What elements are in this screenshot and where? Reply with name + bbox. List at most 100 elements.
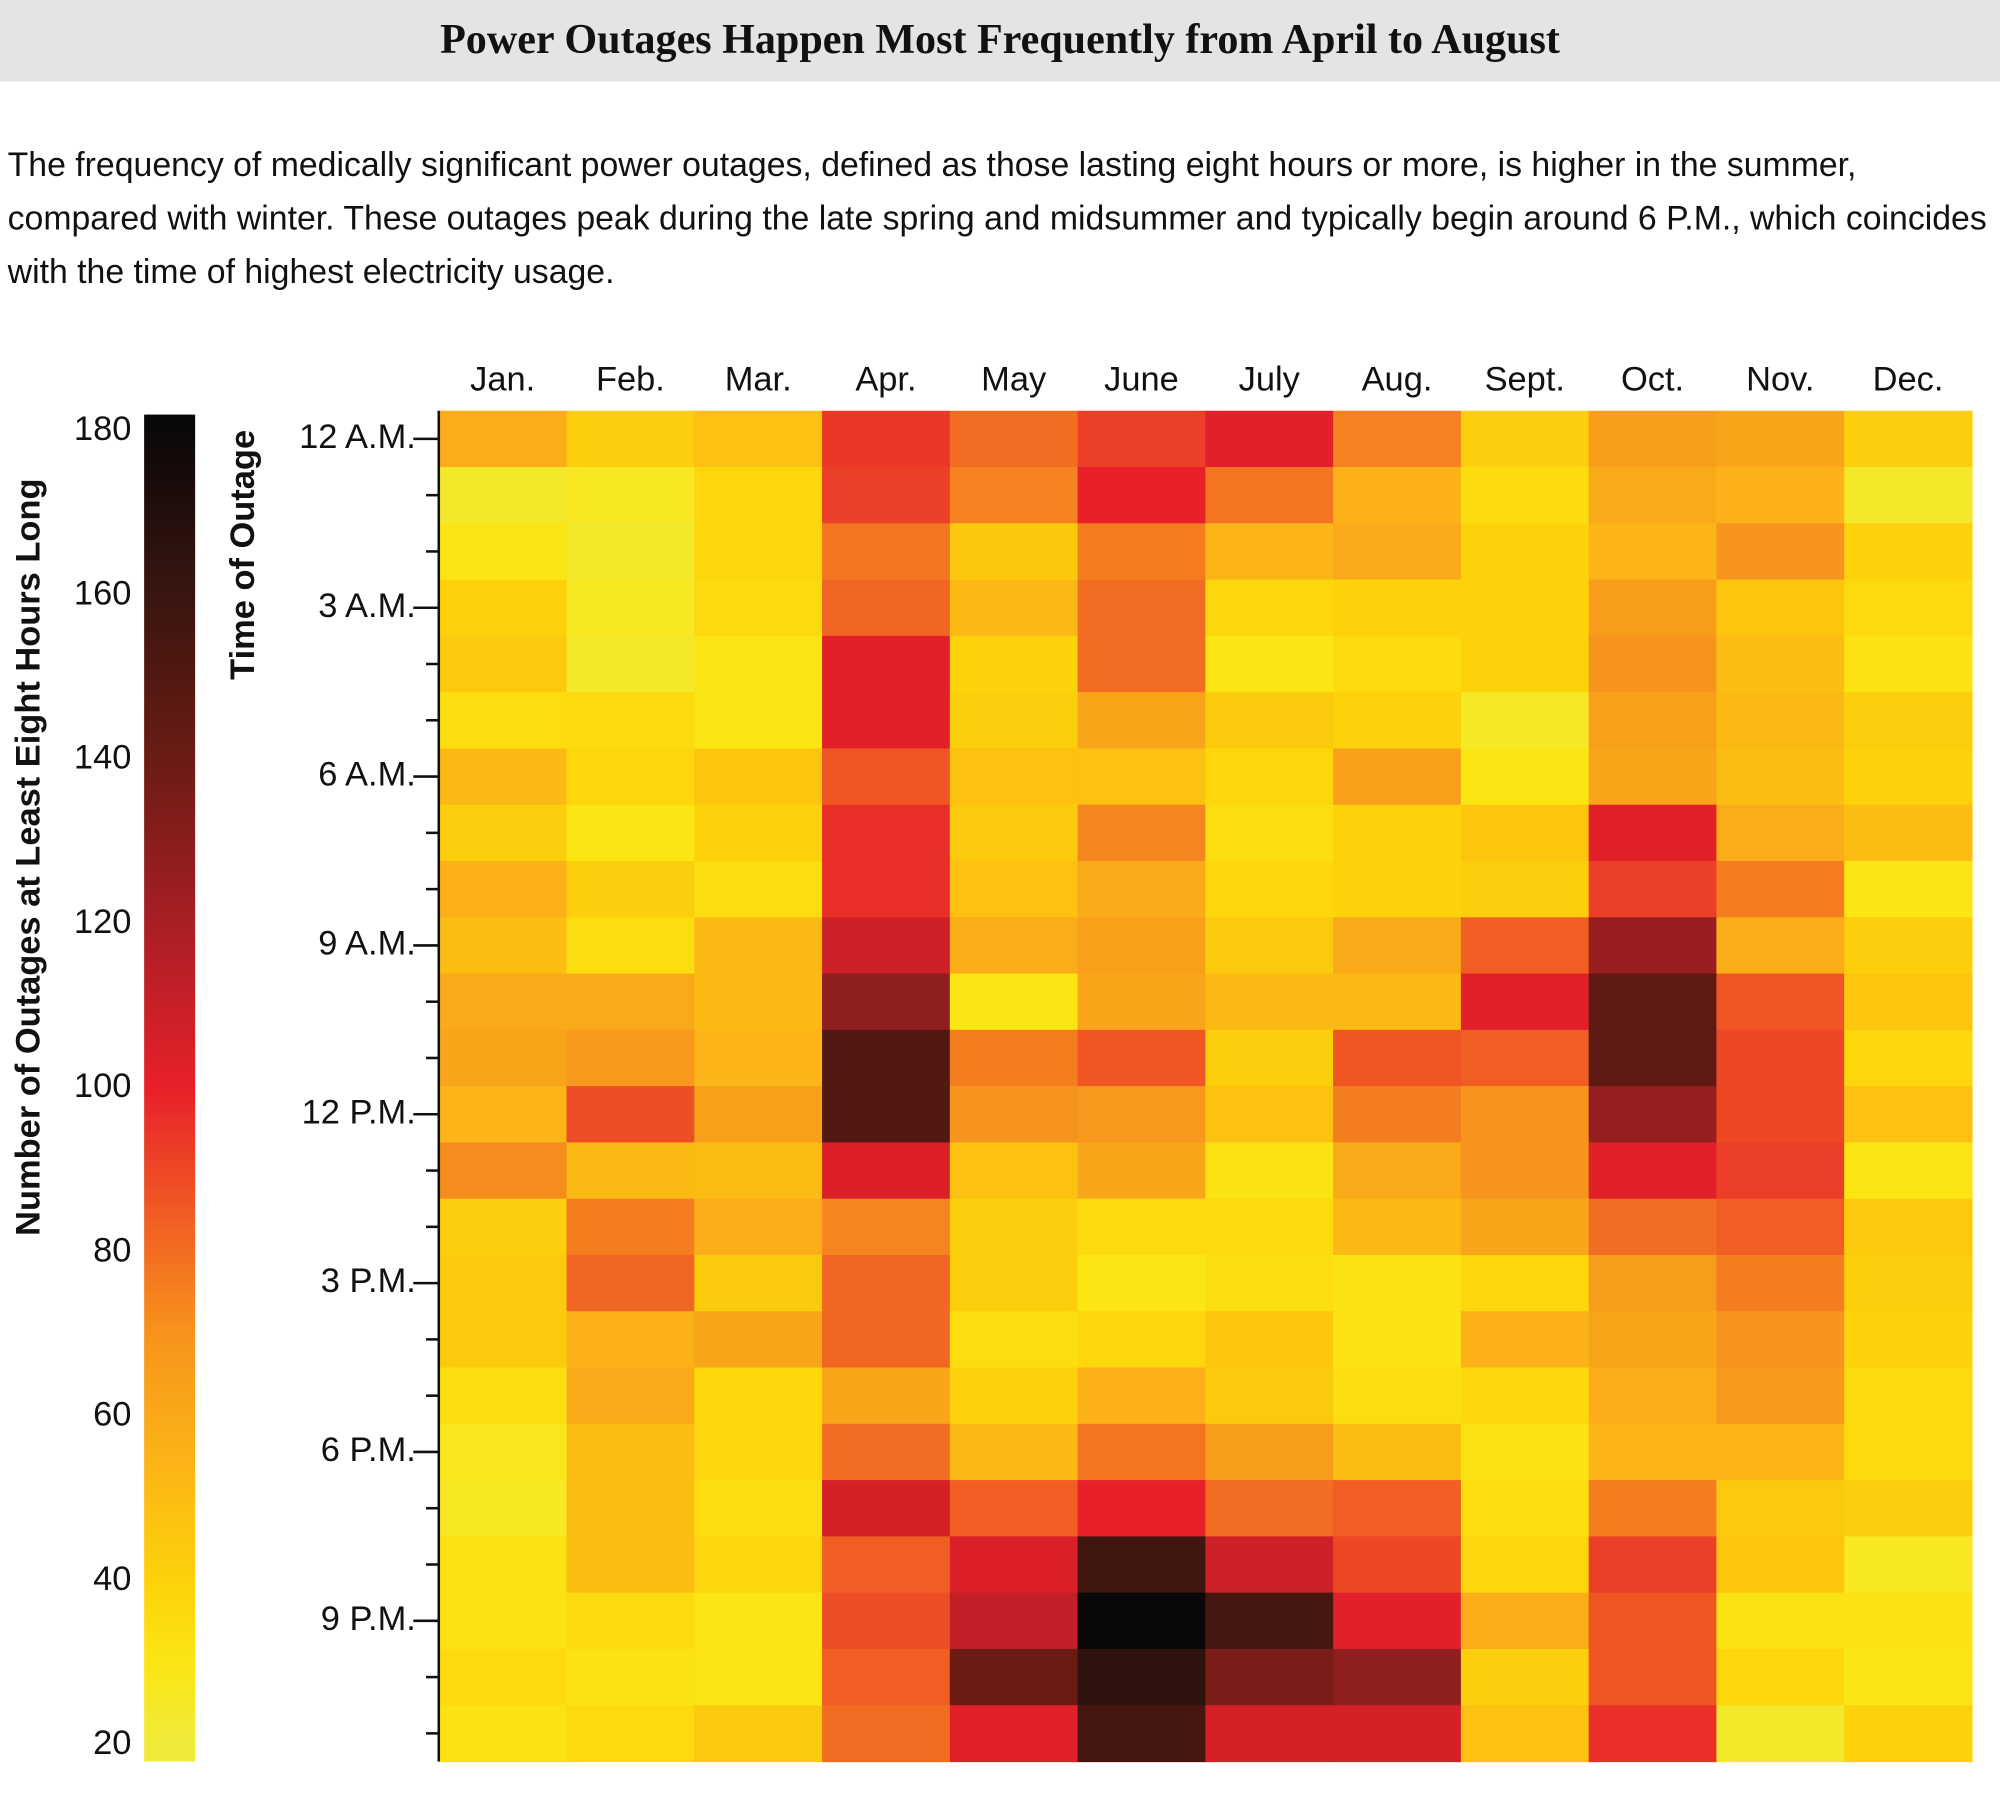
heat-cell [566, 410, 695, 468]
heat-cell [1333, 1254, 1462, 1312]
heat-cell [694, 1142, 823, 1200]
heat-cell [566, 1086, 695, 1144]
heat-cell [438, 748, 568, 806]
heat-cell [1716, 1648, 1845, 1706]
x-tick-label: July [1239, 360, 1301, 398]
heat-cell [438, 692, 568, 750]
heat-cell [1716, 1029, 1845, 1087]
colorbar-tick-label: 100 [74, 1067, 131, 1105]
heat-cell [1460, 748, 1590, 806]
y-axis-label: Time of Outage [224, 430, 262, 680]
colorbar-tick-label: 40 [93, 1560, 131, 1598]
heat-cell [1588, 804, 1718, 862]
heat-cell [1588, 1367, 1718, 1425]
heat-cell [1588, 523, 1718, 581]
subtitle-box: The frequency of medically significant p… [8, 145, 1987, 290]
heat-cell [566, 1592, 695, 1650]
heat-cell [822, 410, 951, 468]
heat-cell [1205, 1198, 1334, 1256]
heat-cell [438, 1086, 568, 1144]
heat-cell [1844, 523, 1973, 581]
heat-cell [1205, 1705, 1334, 1763]
heat-cell [949, 1367, 1079, 1425]
heat-cell [438, 917, 568, 975]
heat-cell [1844, 579, 1973, 637]
heat-cell [694, 579, 823, 637]
x-tick-label: Aug. [1362, 360, 1433, 398]
heat-cell [1077, 1480, 1206, 1538]
heat-cell [1460, 1086, 1590, 1144]
heat-cell [1844, 917, 1973, 975]
y-tick-label: 12 A.M. [299, 418, 416, 456]
heat-cell [438, 523, 568, 581]
heat-cell [1588, 1311, 1718, 1369]
heat-cell [1716, 1705, 1845, 1763]
heat-cell [949, 860, 1079, 918]
heat-cell [1716, 1536, 1845, 1594]
heat-cell [1205, 1480, 1334, 1538]
heat-cell [694, 1254, 823, 1312]
heat-cell [1205, 1254, 1334, 1312]
heat-cell [1205, 1142, 1334, 1200]
heat-cell [566, 748, 695, 806]
heat-cell [1077, 1536, 1206, 1594]
heat-cell [1333, 1029, 1462, 1087]
heat-cell [949, 1029, 1079, 1087]
heat-cell [1333, 1592, 1462, 1650]
heat-cell [566, 1142, 695, 1200]
heat-cell [1460, 635, 1590, 693]
heat-cell [1844, 1423, 1973, 1481]
heat-cell [694, 917, 823, 975]
heat-cell [1460, 1367, 1590, 1425]
heat-cell [1205, 1423, 1334, 1481]
heat-cell [949, 917, 1079, 975]
heat-cell [1333, 523, 1462, 581]
heat-cell [822, 1367, 951, 1425]
heat-cell [1844, 410, 1973, 468]
heat-cell [1205, 523, 1334, 581]
heat-cell [1460, 917, 1590, 975]
heat-cell [1205, 410, 1334, 468]
heat-cell [694, 1705, 823, 1763]
heat-cell [1588, 860, 1718, 918]
heat-cell [694, 1367, 823, 1425]
heat-cell [1333, 973, 1462, 1031]
heat-cell [822, 973, 951, 1031]
heat-cell [949, 579, 1079, 637]
heat-cell [1716, 804, 1845, 862]
heat-cell [1844, 1198, 1973, 1256]
heat-cell [1205, 804, 1334, 862]
heat-cell [1716, 410, 1845, 468]
heat-cell [1333, 579, 1462, 637]
heat-cell [822, 1198, 951, 1256]
heat-cell [1333, 1367, 1462, 1425]
heat-cell [949, 410, 1079, 468]
heat-cell [1205, 860, 1334, 918]
heat-cell [822, 1648, 951, 1706]
heat-cell [1844, 692, 1973, 750]
heat-cell [949, 1254, 1079, 1312]
heat-cell [694, 860, 823, 918]
heat-cell [1460, 579, 1590, 637]
heat-cell [694, 1198, 823, 1256]
heat-cell [1588, 1254, 1718, 1312]
heat-cell [1460, 973, 1590, 1031]
heat-cell [1844, 635, 1973, 693]
x-tick-label: Oct. [1621, 360, 1684, 398]
heat-cell [1588, 579, 1718, 637]
heat-cell [1077, 1367, 1206, 1425]
y-tick-label: 12 P.M. [302, 1093, 416, 1131]
heat-cell [694, 1648, 823, 1706]
heat-cell [694, 804, 823, 862]
heat-cell [1460, 1198, 1590, 1256]
heat-cell [1077, 917, 1206, 975]
heat-cell [1333, 1705, 1462, 1763]
heat-cell [949, 523, 1079, 581]
heat-cell [694, 467, 823, 524]
y-tick-label: 6 A.M. [318, 756, 416, 794]
heat-cell [1588, 635, 1718, 693]
heat-cell [949, 1311, 1079, 1369]
heat-cell [1460, 1480, 1590, 1538]
heat-cell [949, 1705, 1079, 1763]
heat-cell [1588, 1029, 1718, 1087]
